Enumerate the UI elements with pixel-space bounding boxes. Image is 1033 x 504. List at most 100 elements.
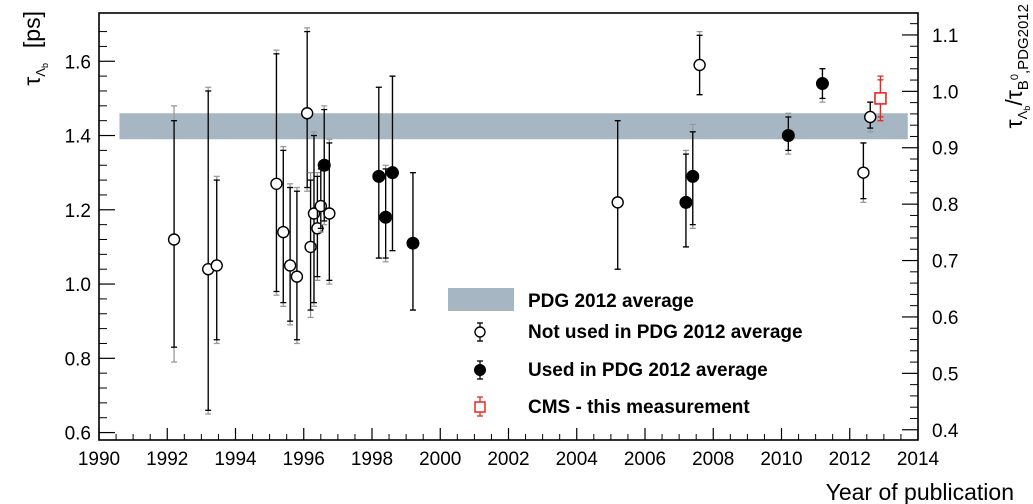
marker-open-circle [611, 196, 624, 209]
data-point-open-circle [307, 131, 321, 307]
x-tick-label: 1998 [351, 449, 393, 470]
marker-open-circle [277, 225, 290, 239]
y-tick-label: 0.8 [65, 349, 91, 370]
data-point-filled-circle [686, 123, 700, 230]
marker-filled-circle [686, 169, 700, 183]
y-tick-label: 0.6 [65, 424, 91, 445]
marker-filled-circle [379, 210, 393, 224]
x-tick-label: 2010 [760, 449, 802, 470]
marker-filled-circle [372, 169, 386, 183]
y2-tick-label: 0.8 [932, 195, 958, 216]
legend-marker-open-circle [474, 322, 486, 342]
marker-open-circle [167, 233, 181, 246]
x-tick-label: 2014 [897, 449, 940, 470]
y2-title-den: /τ [1001, 90, 1027, 105]
y-tick-label: 1.2 [65, 201, 91, 222]
y-axis-title: [ps] τΛb [19, 11, 50, 86]
marker-open-circle [304, 240, 317, 254]
y2-title-num-sub: Λ [1015, 110, 1030, 119]
y-axis-left: 0.6 0.8 1.0 1.2 1.4 1.6 [65, 31, 115, 445]
marker-open-circle [210, 259, 223, 272]
x-tick-label: 2006 [624, 449, 666, 470]
legend-label-not-used: Not used in PDG 2012 average [528, 322, 803, 343]
y2-title-num-subsub: b [1022, 106, 1032, 111]
y-tick-label: 1.6 [65, 52, 91, 73]
legend-label-used: Used in PDG 2012 average [528, 360, 768, 381]
x-tick-label: 2004 [556, 449, 599, 470]
data-point-filled-circle [385, 75, 399, 252]
svg-text:[ps]: [ps] [19, 11, 45, 48]
x-tick-label: 1996 [283, 449, 325, 470]
svg-text:τΛb: τΛb [19, 63, 50, 86]
y-axis-title-sub: Λ [33, 68, 48, 77]
y-axis-right: 0.4 0.5 0.6 0.7 0.8 0.9 1.0 1.1 [902, 23, 959, 442]
legend-marker-filled-circle [474, 360, 486, 380]
marker-open-circle [307, 207, 321, 220]
data-point-open-circle [693, 30, 706, 96]
marker-filled-circle [781, 129, 795, 143]
marker-filled-circle [815, 77, 829, 91]
y2-title-den-sup: 0 [1009, 74, 1021, 80]
data-point-filled-circle [406, 172, 420, 311]
marker-filled-circle [679, 195, 693, 209]
data-point-filled-circle [781, 112, 795, 155]
x-tick-label: 2008 [692, 449, 734, 470]
x-tick-label: 1990 [78, 449, 120, 470]
svg-text:τΛb/τB0,PDG2012: τΛb/τB0,PDG2012 [1001, 4, 1032, 128]
marker-open-circle [290, 270, 304, 283]
legend-marker-open-square [474, 396, 486, 417]
data-point-open-circle [864, 101, 877, 133]
data-point-open-circle [210, 175, 223, 345]
y-tick-label: 1.4 [65, 127, 92, 148]
y2-title-den-sub: B [1015, 80, 1032, 90]
y-axis-title-unit: [ps] [19, 11, 45, 48]
y2-axis-title: τΛb/τB0,PDG2012 [1001, 4, 1032, 128]
y2-title-num: τ [1001, 119, 1027, 128]
data-point-open-circle [300, 27, 314, 192]
data-point-open-square [874, 75, 887, 122]
data-point-open-circle [167, 105, 181, 363]
pdg-average-band [119, 113, 908, 140]
marker-open-square [874, 92, 887, 105]
data-point-filled-circle [372, 86, 386, 259]
data-point-open-circle [304, 172, 317, 319]
marker-open-circle [693, 58, 706, 72]
y2-title-den-tail: ,PDG2012 [1015, 4, 1032, 74]
x-tick-label: 2000 [419, 449, 461, 470]
marker-open-circle [323, 207, 336, 220]
marker-open-circle [864, 110, 877, 124]
marker-open-circle [314, 199, 328, 213]
x-tick-label: 2012 [829, 449, 871, 470]
marker-open-circle [857, 166, 870, 179]
x-tick-label: 1994 [214, 449, 257, 470]
data-point-open-circle [277, 146, 290, 307]
y2-tick-label: 0.4 [932, 421, 959, 442]
data-point-open-circle [283, 183, 297, 326]
y2-tick-label: 1.0 [932, 82, 958, 103]
data-point-open-circle [311, 172, 324, 281]
legend-band-swatch [448, 288, 514, 311]
x-axis-title: Year of publication [826, 479, 1014, 504]
y2-tick-label: 0.9 [932, 139, 958, 160]
data-layer [167, 27, 887, 415]
legend-label-cms: CMS - this measurement [528, 397, 750, 418]
marker-open-circle [283, 259, 297, 272]
y2-tick-label: 1.1 [932, 26, 958, 47]
y2-tick-label: 0.7 [932, 252, 958, 273]
data-point-filled-circle [317, 105, 331, 226]
legend-label-band: PDG 2012 average [528, 291, 694, 312]
marker-open-circle [270, 177, 283, 191]
data-point-open-circle [290, 186, 304, 345]
marker-open-circle [300, 107, 314, 120]
x-axis: 1990 1992 1994 1996 1998 2000 2002 2004 2006 2008… [78, 428, 940, 470]
data-point-filled-circle [379, 164, 393, 263]
data-point-open-circle [857, 142, 870, 204]
marker-filled-circle [385, 166, 399, 180]
y-axis-title-subsub: b [40, 63, 50, 68]
marker-filled-circle [317, 158, 331, 172]
legend: PDG 2012 average Not used in PDG 2012 av… [448, 288, 803, 418]
x-tick-label: 1992 [146, 449, 188, 470]
x-tick-label: 2002 [487, 449, 529, 470]
